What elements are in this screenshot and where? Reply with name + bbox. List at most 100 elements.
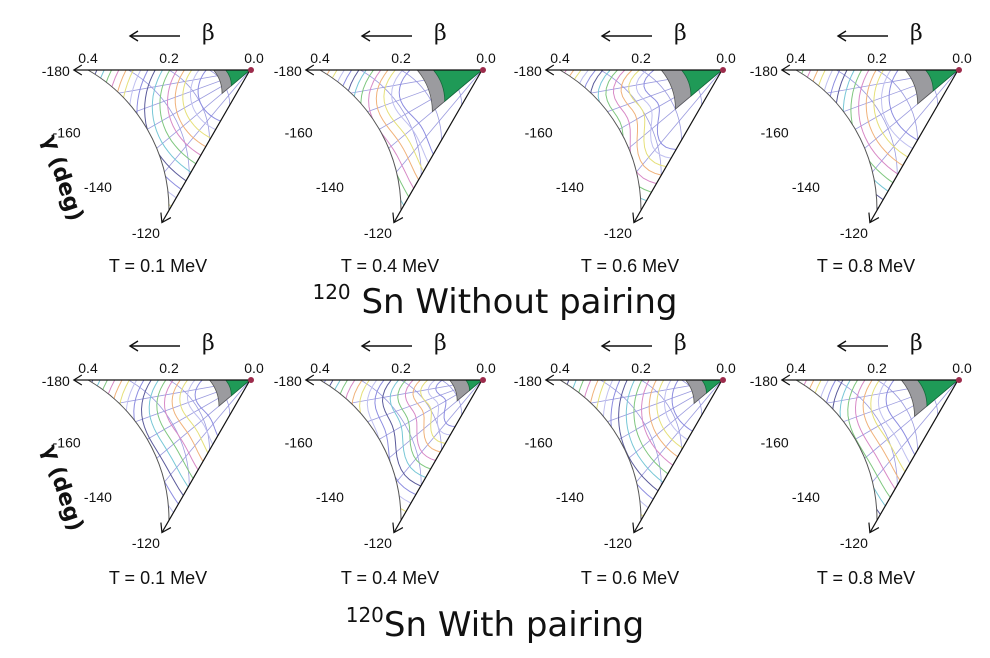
grid-arc	[836, 380, 898, 486]
beta-tick-label: 0.2	[159, 360, 179, 376]
gamma-tick-label: -180	[514, 373, 542, 389]
contour-line	[870, 380, 906, 473]
gamma-tick-label: -180	[42, 373, 70, 389]
gamma-edge-axis	[869, 379, 959, 533]
contour-line	[620, 70, 662, 176]
outer-arc	[795, 379, 878, 521]
beta-tick-label: 0.4	[550, 50, 570, 66]
contour-line	[366, 380, 412, 504]
gamma-edge-axis	[633, 69, 723, 223]
contour-line	[88, 70, 148, 211]
gamma-tick-label: -140	[316, 489, 344, 505]
grid-arc	[168, 70, 210, 141]
contour-line	[618, 380, 659, 492]
panel-caption: T = 0.4 MeV	[341, 256, 439, 276]
beta-tick-label: 0.4	[786, 50, 806, 66]
gamma-tick-label: -180	[514, 63, 542, 79]
beta-direction-arrowhead	[600, 30, 611, 42]
origin-point	[248, 377, 254, 383]
contour-line	[383, 70, 424, 172]
panel-contents	[560, 70, 722, 211]
beta-tick-label: 0.0	[476, 50, 496, 66]
origin-point	[956, 377, 962, 383]
origin-point	[480, 377, 486, 383]
contour-line	[671, 380, 693, 432]
beta-tick-label: 0.4	[78, 50, 98, 66]
gamma-tick-label: -120	[364, 535, 392, 551]
gamma-tick-label: -160	[285, 435, 313, 451]
gamma-tick-label: -140	[556, 489, 584, 505]
gamma-tick-label: -120	[132, 535, 160, 551]
contour-line	[579, 380, 634, 521]
grid-arc	[876, 70, 918, 141]
contour-panel: 0.4 0.2 0.0 -180 -160 -140 -120 β T = 0.8 MeV	[750, 331, 972, 588]
panel-caption: T = 0.8 MeV	[817, 256, 915, 276]
contour-line	[595, 380, 644, 517]
outer-arc	[319, 69, 402, 211]
gamma-edge-arrowhead	[632, 522, 644, 534]
contour-line	[174, 70, 206, 148]
contour-line	[102, 380, 160, 521]
contour-line	[888, 70, 918, 141]
contour-line	[663, 380, 688, 441]
beta-tick-label: 0.0	[952, 50, 972, 66]
contour-line	[389, 380, 426, 478]
beta-direction-arrowhead	[836, 340, 847, 352]
panel-caption: T = 0.8 MeV	[817, 568, 915, 588]
contour-line	[796, 380, 857, 521]
beta-tick-label: 0.0	[476, 360, 496, 376]
gamma-edge-arrowhead	[868, 522, 880, 534]
gamma-edge-arrowhead	[392, 212, 404, 224]
contour-line	[113, 70, 167, 211]
contour-line	[391, 70, 429, 164]
contour-line	[858, 70, 899, 175]
beta-tick-label: 0.4	[786, 360, 806, 376]
gamma-tick-label: -160	[53, 435, 81, 451]
origin-point	[720, 67, 726, 73]
contour-line	[808, 380, 867, 521]
contour-line	[862, 380, 901, 481]
beta-axis-arrowhead	[544, 374, 555, 386]
beta-tick-label: 0.2	[391, 360, 411, 376]
grid-arc	[128, 70, 190, 176]
contour-line	[816, 380, 871, 521]
origin-point	[720, 377, 726, 383]
beta-direction-arrowhead	[360, 30, 371, 42]
panel-contents	[320, 380, 482, 521]
contour-panel: 0.4 0.2 0.0 -180 -160 -140 -120 β T = 0.4 MeV	[274, 21, 496, 276]
gamma-tick-label: -180	[274, 63, 302, 79]
contour-line	[156, 380, 194, 479]
contour-line	[179, 380, 209, 454]
beta-tick-label: 0.4	[78, 360, 98, 376]
outer-arc	[87, 69, 170, 211]
gamma-tick-label: -180	[750, 373, 778, 389]
contour-line	[420, 380, 446, 444]
contour-panel: 0.4 0.2 0.0 -180 -160 -140 -120 β T = 0.8 MeV	[750, 21, 972, 276]
beta-axis-arrowhead	[544, 64, 555, 76]
contour-panel: 0.4 0.2 0.0 -180 -160 -140 -120 β T = 0.6 MeV	[514, 331, 736, 588]
gamma-edge-axis	[393, 69, 483, 223]
contour-line	[847, 380, 891, 498]
gamma-tick-label: -180	[42, 63, 70, 79]
contour-line	[186, 380, 214, 445]
contour-line	[351, 380, 402, 521]
beta-direction-arrowhead	[128, 30, 139, 42]
origin-point	[248, 67, 254, 73]
contour-line	[567, 70, 628, 211]
row-title-with-pairing: 120Sn With pairing	[0, 603, 990, 645]
gamma-tick-label: -120	[840, 535, 868, 551]
contour-line	[375, 70, 420, 181]
beta-axis-arrowhead	[304, 374, 315, 386]
contour-line	[635, 70, 672, 159]
gamma-tick-label: -160	[761, 435, 789, 451]
beta-symbol: β	[202, 331, 215, 356]
beta-tick-label: 0.2	[159, 50, 179, 66]
beta-symbol: β	[910, 21, 923, 46]
panel-caption: T = 0.4 MeV	[341, 568, 439, 588]
contour-line	[801, 380, 862, 521]
beta-axis-arrowhead	[780, 374, 791, 386]
grid-arc	[360, 380, 422, 486]
beta-tick-label: 0.2	[631, 50, 651, 66]
contour-line	[796, 70, 854, 211]
panel-contents	[88, 70, 250, 211]
